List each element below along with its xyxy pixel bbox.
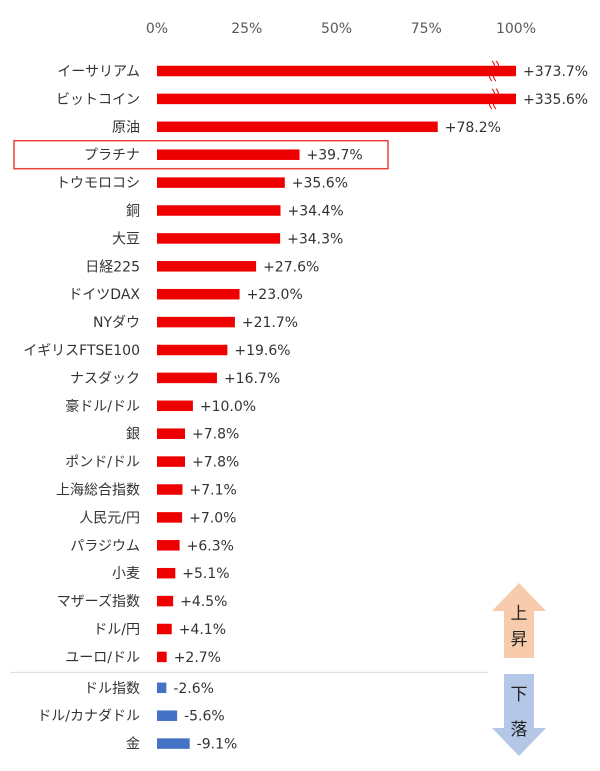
bar xyxy=(157,738,190,749)
bar xyxy=(157,316,235,328)
axis-break-mark xyxy=(489,88,495,110)
data-label: +16.7% xyxy=(224,371,280,387)
bar xyxy=(157,595,174,607)
category-label: 日経225 xyxy=(85,259,140,275)
data-label: +34.3% xyxy=(287,231,343,247)
category-label: イギリスFTSE100 xyxy=(23,343,140,359)
category-label: トウモロコシ xyxy=(56,176,140,192)
data-label: +27.6% xyxy=(263,259,319,275)
axis-break-mark xyxy=(493,60,499,82)
x-tick-label: 0% xyxy=(146,21,168,37)
data-label: +373.7% xyxy=(523,64,588,80)
bar xyxy=(157,567,176,579)
bar xyxy=(157,149,300,160)
axis-break-mark xyxy=(489,60,495,82)
bar xyxy=(157,233,281,244)
down-arrow-label: 落 xyxy=(511,720,528,740)
up-arrow-label: 昇 xyxy=(511,630,528,650)
category-label: 小麦 xyxy=(112,566,140,582)
data-label: +10.0% xyxy=(200,399,256,415)
category-label: 人民元/円 xyxy=(79,510,140,526)
category-label: ドル/カナダドル xyxy=(37,709,140,725)
category-label: 豪ドル/ドル xyxy=(65,399,140,415)
data-label: +78.2% xyxy=(445,120,501,136)
down-arrow-icon xyxy=(492,674,546,756)
bar xyxy=(157,623,172,635)
axis-break-mark xyxy=(493,88,499,110)
data-label: +4.1% xyxy=(179,622,226,638)
data-label: +21.7% xyxy=(242,315,298,331)
category-label: イーサリアム xyxy=(57,64,140,80)
data-label: +39.7% xyxy=(307,148,363,164)
bar xyxy=(157,205,281,216)
bar xyxy=(157,400,193,412)
category-label: ナスダック xyxy=(70,371,140,387)
data-label: -5.6% xyxy=(184,709,225,725)
bar xyxy=(157,93,516,105)
down-arrow-label: 下 xyxy=(511,685,528,705)
category-label: ドイツDAX xyxy=(68,287,140,303)
bar xyxy=(157,651,167,663)
category-label: 銅 xyxy=(126,204,140,220)
bar xyxy=(157,121,438,133)
data-label: +7.1% xyxy=(189,483,236,499)
bar xyxy=(157,484,183,495)
data-label: +5.1% xyxy=(182,566,229,582)
bar xyxy=(157,682,167,694)
data-label: +6.3% xyxy=(187,538,234,554)
category-label: 上海総合指数 xyxy=(56,483,140,499)
bar xyxy=(157,456,186,467)
data-label: +7.0% xyxy=(189,510,236,526)
category-label: NYダウ xyxy=(93,315,140,331)
category-label: 原油 xyxy=(112,120,140,136)
data-label: +7.8% xyxy=(192,455,239,471)
category-label: パラジウム xyxy=(70,538,140,554)
category-label: ドル指数 xyxy=(84,681,140,697)
data-label: +4.5% xyxy=(180,594,227,610)
data-label: -2.6% xyxy=(173,681,214,697)
x-tick-label: 50% xyxy=(321,21,352,37)
bar xyxy=(157,65,516,77)
bar xyxy=(157,288,240,300)
highlight-box xyxy=(13,139,389,170)
category-label: 金 xyxy=(126,737,140,753)
category-label: マザーズ指数 xyxy=(57,594,140,610)
bar xyxy=(157,540,180,551)
data-label: +2.7% xyxy=(174,650,221,666)
bar xyxy=(157,428,186,439)
bar xyxy=(157,261,257,272)
x-tick-label: 25% xyxy=(231,21,262,37)
data-label: +34.4% xyxy=(287,204,343,220)
data-label: +7.8% xyxy=(192,427,239,443)
x-tick-label: 100% xyxy=(496,21,536,37)
up-arrow-label: 上 xyxy=(511,604,528,624)
category-label: ユーロ/ドル xyxy=(65,650,140,666)
data-label: +335.6% xyxy=(523,92,588,108)
x-tick-label: 75% xyxy=(411,21,442,37)
data-label: +35.6% xyxy=(292,176,348,192)
bar xyxy=(157,372,217,384)
category-label: 大豆 xyxy=(112,231,140,247)
bar xyxy=(157,177,285,188)
bar xyxy=(157,344,228,356)
data-label: +19.6% xyxy=(234,343,290,359)
up-arrow-icon xyxy=(492,583,546,658)
category-label: 銀 xyxy=(126,427,140,443)
category-label: プラチナ xyxy=(84,148,140,164)
category-label: ドル/円 xyxy=(93,622,140,638)
category-label: ポンド/ドル xyxy=(65,455,140,471)
category-label: ビットコイン xyxy=(56,92,140,108)
data-label: +23.0% xyxy=(247,287,303,303)
bar xyxy=(157,512,183,523)
data-label: -9.1% xyxy=(197,737,238,753)
bar xyxy=(157,710,178,721)
